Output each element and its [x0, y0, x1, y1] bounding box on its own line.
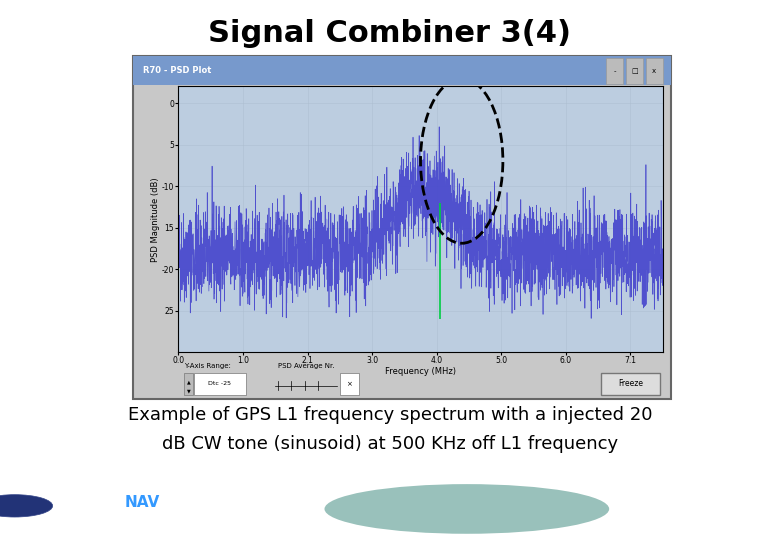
Text: Signal Combiner 3(4): Signal Combiner 3(4) — [208, 19, 572, 48]
Circle shape — [0, 495, 53, 517]
Bar — [340, 373, 359, 395]
X-axis label: Frequency (MHz): Frequency (MHz) — [385, 367, 456, 376]
Bar — [601, 373, 660, 395]
Text: ×: × — [346, 381, 352, 387]
Text: x: x — [652, 68, 656, 74]
Bar — [626, 58, 643, 84]
Text: NORD: NORD — [63, 495, 113, 510]
Text: Freeze: Freeze — [618, 379, 643, 388]
Text: Example of GPS L1 frequency spectrum with a injected 20: Example of GPS L1 frequency spectrum wit… — [128, 406, 652, 424]
Bar — [184, 373, 193, 395]
Ellipse shape — [324, 484, 609, 534]
Bar — [179, 86, 663, 352]
Bar — [194, 373, 246, 395]
Text: Dtc -25: Dtc -25 — [208, 381, 232, 386]
Text: PSD Average Nr.: PSD Average Nr. — [278, 363, 335, 369]
Text: dB CW tone (sinusoid) at 500 KHz off L1 frequency: dB CW tone (sinusoid) at 500 KHz off L1 … — [162, 435, 618, 453]
Text: □: □ — [631, 68, 637, 74]
Text: -: - — [614, 68, 616, 74]
Text: Copyright © 2004 NordNav Technologies AB: Copyright © 2004 NordNav Technologies AB — [518, 513, 764, 523]
Bar — [133, 56, 671, 85]
Text: NAV: NAV — [124, 495, 159, 510]
Bar — [606, 58, 623, 84]
Bar — [646, 58, 663, 84]
Text: Y-Axis Range:: Y-Axis Range: — [184, 363, 231, 369]
Text: ▼: ▼ — [186, 388, 190, 394]
Text: R70 - PSD Plot: R70 - PSD Plot — [144, 66, 211, 75]
Text: TECHNOLOGIES: TECHNOLOGIES — [73, 525, 113, 530]
Y-axis label: PSD Magnitude (dB): PSD Magnitude (dB) — [151, 177, 161, 262]
Text: ▲: ▲ — [186, 380, 190, 384]
